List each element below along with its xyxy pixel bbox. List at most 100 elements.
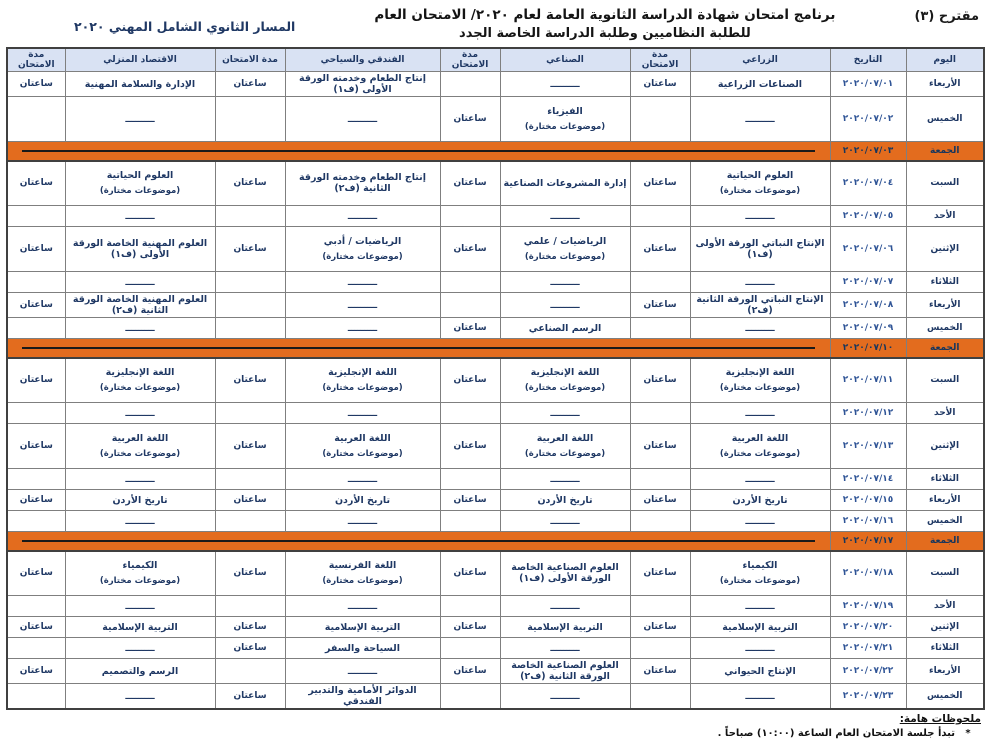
home-economics-duration-cell: ساعتان [6,71,66,97]
subject-text: الإنتاج النباتي الورقة الأولى (ف١) [695,238,825,260]
subject-text: ـــــــــ [550,276,580,288]
industrial-subject-cell: ـــــــــ [499,402,631,424]
industrial-subject-cell: ـــــــــ [499,71,631,97]
industrial-subject-cell: ـــــــــ [499,595,631,617]
agricultural-subject-cell: اللغة الإنجليزية (موضوعات مختارة) [689,357,831,403]
home-economics-duration-cell: ساعتان [6,489,66,511]
date-cell: ٢٠٢٠/٠٧/٠٢ [829,96,907,142]
subject-text: تاريخ الأردن [112,494,168,506]
subject-text: التربية الإسلامية [102,621,178,633]
no-exam-line [22,539,816,542]
table-row: الثلاثاء ٢٠٢٠/٠٧/١٤ ـــــــــ ـــــــــ … [6,468,985,490]
subject-note: (موضوعات مختارة) [322,383,403,394]
subject-text: ـــــــــ [125,322,155,334]
date-cell: ٢٠٢٠/٠٧/٠٩ [829,317,907,339]
col-home-economics-header: الاقتصاد المنزلي [64,47,216,72]
subject-text: الصناعات الزراعية [717,78,803,90]
subject-note: (موضوعات مختارة) [524,449,606,459]
industrial-subject-cell: ـــــــــ [499,292,631,318]
hotel-tourism-subject-cell: إنتاج الطعام وخدمته الورقة الأولى (ف١) [284,71,441,97]
subject-text: ـــــــــ [550,78,580,90]
proposal-label: مقترح (٣) [914,9,979,24]
subject-text: ـــــــــ [550,299,580,311]
home-economics-subject-cell: ـــــــــ [64,510,216,532]
subject-text: العلوم المهنية الخاصة الورقة الأولى (ف١) [72,238,208,260]
home-economics-subject-cell: العلوم الحياتية (موضوعات مختارة) [64,160,216,206]
subject-text: التربية الإسلامية [324,621,401,633]
agricultural-duration-cell [629,402,691,424]
subject-text: إنتاج الطعام وخدمته الورقة الثانية (ف٢) [299,172,426,195]
table-row: الإثنين ٢٠٢٠/٠٧/١٣ اللغة العربية (موضوعات… [6,423,985,469]
subject-text: الرياضيات / علمي [523,236,607,247]
subject-text: ـــــــــ [125,407,155,419]
date-cell: ٢٠٢٠/٠٧/٠٨ [829,292,907,318]
subject-note: (موضوعات مختارة) [322,576,403,587]
day-cell: الأربعاء [905,658,985,684]
subject-text: ـــــــــ [347,210,378,222]
subject-text: ـــــــــ [745,322,775,334]
date-cell: ٢٠٢٠/٠٧/١٥ [829,489,907,511]
date-cell: ٢٠٢٠/٠٧/٠٤ [829,160,907,206]
agricultural-duration-cell: ساعتان [629,71,691,97]
note-item-1: * تبدأ جلسة الامتحان العام الساعة (١٠:٠٠… [12,725,981,742]
subject-text: ـــــــــ [125,515,155,527]
subject-text: اللغة الإنجليزية [105,367,175,379]
date-cell: ٢٠٢٠/٠٧/٠٧ [829,271,907,293]
hotel-tourism-subject-cell: السياحة والسفر [284,637,441,659]
page-title: برنامج امتحان شهادة الدراسة الثانوية الع… [295,7,914,41]
subject-text: ـــــــــ [125,210,155,222]
subject-text: العلوم الصناعية الخاصة الورقة الأولى (ف١… [511,562,619,585]
subject-text: ـــــــــ [550,515,580,527]
hotel-tourism-subject-cell: تاريخ الأردن [284,489,441,511]
no-exam-line [22,149,816,152]
industrial-subject-cell: ـــــــــ [499,683,631,710]
table-row: السبت ٢٠٢٠/٠٧/١٨ الكيمياء (موضوعات مختارة… [6,550,985,596]
holiday-row: الجمعة ٢٠٢٠/٠٧/١٠ [6,338,985,358]
industrial-subject-cell: اللغة الإنجليزية (موضوعات مختارة) [499,357,631,403]
holiday-row: الجمعة ٢٠٢٠/٠٧/٠٣ [6,141,985,161]
industrial-subject-cell: إدارة المشروعات الصناعية [499,160,631,206]
date-cell: ٢٠٢٠/٠٧/٢١ [829,637,907,659]
agricultural-duration-cell: ساعتان [629,160,691,206]
agricultural-subject-cell: اللغة العربية (موضوعات مختارة) [689,423,831,469]
agricultural-subject-cell: ـــــــــ [689,510,831,532]
hotel-tourism-subject-cell: التربية الإسلامية [284,616,441,638]
agricultural-subject-cell: ـــــــــ [689,402,831,424]
subject-text: العلوم المهنية الخاصة الورقة الثانية (ف٢… [72,294,208,316]
day-cell: الخميس [905,96,985,142]
home-economics-subject-cell: التربية الإسلامية [64,616,216,638]
home-economics-duration-cell [6,96,66,142]
day-cell: السبت [905,357,985,403]
date-cell: ٢٠٢٠/٠٧/١٨ [829,550,907,596]
agricultural-duration-cell [629,468,691,490]
industrial-duration-cell: ساعتان [439,357,501,403]
subject-text: ـــــــــ [550,642,580,654]
table-row: الخميس ٢٠٢٠/٠٧/٠٩ ـــــــــ الرسم الصناع… [6,317,985,339]
col-date-header: التاريخ [829,47,907,72]
home-economics-subject-cell: ـــــــــ [64,683,216,710]
day-cell: السبت [905,550,985,596]
subject-text: اللغة العربية [536,433,594,444]
industrial-subject-cell: ـــــــــ [499,271,631,293]
subject-note: (موضوعات مختارة) [99,449,181,459]
hotel-tourism-duration-cell [214,271,286,293]
date-cell: ٢٠٢٠/٠٧/١٤ [829,468,907,490]
hotel-tourism-duration-cell: ساعتان [214,423,286,469]
day-cell: الخميس [905,317,985,339]
subject-text: ـــــــــ [745,515,775,527]
day-cell: الإثنين [905,226,985,272]
day-cell: الخميس [905,683,985,710]
hotel-tourism-duration-cell: ساعتان [214,637,286,659]
home-economics-duration-cell [6,510,66,532]
hotel-tourism-subject-cell: الرياضيات / أدبي (موضوعات مختارة) [284,226,441,272]
industrial-duration-cell: ساعتان [439,226,501,272]
industrial-duration-cell: ساعتان [439,550,501,596]
col-agricultural-duration-header: مدة الامتحان [629,47,691,72]
industrial-subject-cell: العلوم الصناعية الخاصة الورقة الأولى (ف١… [499,550,631,596]
subject-text: ـــــــــ [347,113,378,125]
hotel-tourism-duration-cell [214,468,286,490]
date-cell: ٢٠٢٠/٠٧/١٧ [829,531,907,551]
subject-text: إدارة المشروعات الصناعية [503,177,627,189]
agricultural-duration-cell: ساعتان [629,423,691,469]
home-economics-duration-cell: ساعتان [6,658,66,684]
